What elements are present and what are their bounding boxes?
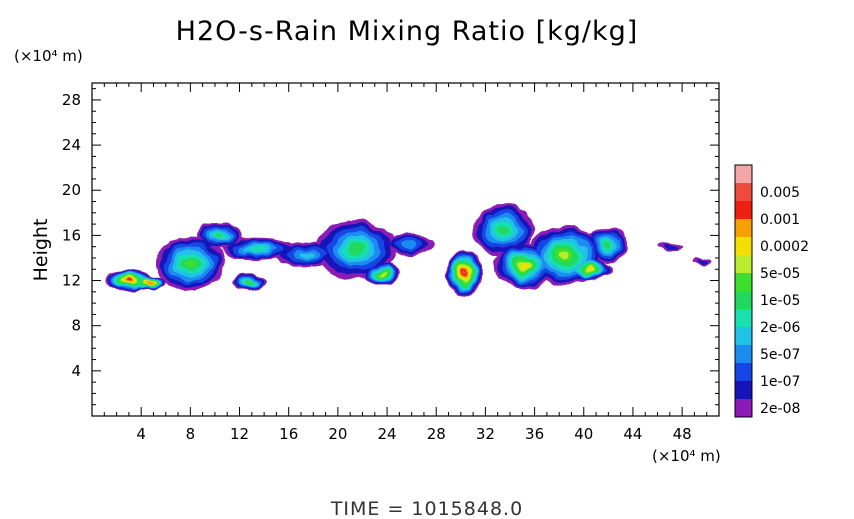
- rain-contour: [498, 225, 510, 235]
- x-tick-label: 16: [279, 425, 298, 443]
- rain-contour: [586, 267, 593, 271]
- rain-contour: [214, 232, 223, 238]
- x-tick-label: 20: [328, 425, 347, 443]
- x-tick-label: 8: [186, 425, 196, 443]
- rain-contour: [379, 272, 385, 276]
- colorbar-swatch: [735, 219, 752, 237]
- rain-contour: [662, 244, 677, 249]
- rain-contour: [520, 262, 529, 269]
- rain-contour: [604, 241, 613, 248]
- x-tick-label: 44: [623, 425, 642, 443]
- colorbar-swatch: [735, 399, 752, 417]
- colorbar-swatch: [735, 255, 752, 273]
- rain-contour: [401, 241, 418, 248]
- plot-area: [104, 204, 712, 297]
- rain-field: [104, 204, 712, 297]
- x-tick-label: 28: [427, 425, 446, 443]
- colorbar-label: 5e-05: [760, 266, 800, 282]
- colorbar-swatch: [735, 291, 752, 309]
- y-tick-label: 24: [62, 136, 81, 154]
- x-tick-label: 36: [525, 425, 544, 443]
- x-tick-label: 40: [574, 425, 593, 443]
- rain-contour: [126, 279, 132, 282]
- colorbar-swatch: [735, 201, 752, 219]
- rain-contour: [146, 281, 153, 285]
- colorbar-swatch: [735, 273, 752, 291]
- colorbar: 0.005 0.001 0.0002 5e-05 1e-05 2e-06 5e-07 1e-0…: [734, 164, 809, 418]
- colorbar-label: 2e-08: [760, 401, 800, 417]
- y-tick-label: 20: [62, 181, 81, 199]
- colorbar-label: 2e-06: [760, 320, 800, 336]
- rain-contour: [559, 251, 571, 261]
- colorbar-swatch: [735, 309, 752, 327]
- rain-contour: [249, 246, 267, 252]
- plot-frame: [91, 82, 720, 417]
- colorbar-swatch: [735, 327, 752, 345]
- x-tick-label: 12: [230, 425, 249, 443]
- x-axis: 4 8 12 16 20 24 28 32 36 40 44 48: [103, 83, 708, 443]
- colorbar-frame: [734, 164, 753, 418]
- y-tick-label: 12: [62, 272, 81, 290]
- x-tick-label: 48: [673, 425, 692, 443]
- rain-contour: [184, 259, 197, 269]
- colorbar-label: 0.0002: [760, 239, 809, 255]
- colorbar-swatch: [735, 165, 752, 183]
- chart-title: H2O-s-Rain Mixing Ratio [kg/kg]: [176, 16, 639, 47]
- y-tick-label: 28: [62, 91, 81, 109]
- y-tick-label: 16: [62, 226, 81, 244]
- y-tick-label: 4: [71, 362, 81, 380]
- x-axis-unit: (×10⁴ m): [652, 447, 721, 465]
- colorbar-label: 5e-07: [760, 347, 800, 363]
- x-tick-label: 32: [476, 425, 495, 443]
- time-label: TIME = 1015848.0: [330, 498, 523, 519]
- rain-contour: [462, 271, 467, 277]
- rain-contour: [348, 243, 364, 255]
- colorbar-label: 1e-07: [760, 374, 800, 390]
- colorbar-swatch: [735, 363, 752, 381]
- y-tick-label: 8: [71, 317, 81, 335]
- colorbar-swatch: [735, 381, 752, 399]
- y-axis-label: Height: [30, 219, 52, 282]
- y-axis-unit: (×10⁴ m): [14, 47, 83, 65]
- colorbar-swatch: [735, 237, 752, 255]
- colorbar-label: 1e-05: [760, 293, 800, 309]
- y-axis: 4 8 12 16 20 24 28: [62, 88, 719, 406]
- colorbar-label: 0.005: [760, 185, 800, 201]
- colorbar-label: 0.001: [760, 212, 800, 228]
- colorbar-swatch: [735, 345, 752, 363]
- x-tick-label: 4: [136, 425, 146, 443]
- colorbar-swatch: [735, 183, 752, 201]
- rain-contour: [298, 251, 316, 258]
- rain-contour: [697, 259, 709, 264]
- x-tick-label: 24: [378, 425, 397, 443]
- rain-contour: [246, 281, 253, 285]
